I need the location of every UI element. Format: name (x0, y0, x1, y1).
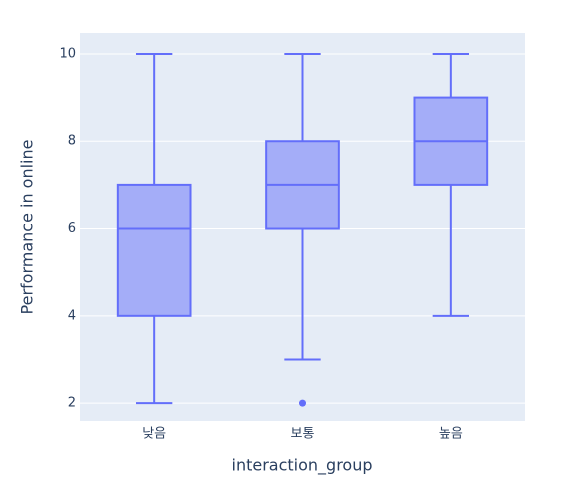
y-tick-label: 2 (68, 396, 76, 411)
y-tick-label: 10 (59, 46, 76, 61)
y-tick-label: 8 (68, 134, 76, 149)
y-tick-label: 6 (68, 221, 76, 236)
x-tick-label: 낮음 (142, 427, 166, 442)
y-axis-title: Performance in online (18, 140, 37, 315)
y-tick-label: 4 (68, 308, 76, 323)
x-tick-label: 보통 (291, 427, 315, 442)
box (116, 183, 192, 317)
x-axis-title: interaction_group (232, 456, 373, 476)
x-tick-label: 높음 (439, 427, 463, 442)
marks (116, 52, 489, 407)
outlier (299, 399, 306, 407)
